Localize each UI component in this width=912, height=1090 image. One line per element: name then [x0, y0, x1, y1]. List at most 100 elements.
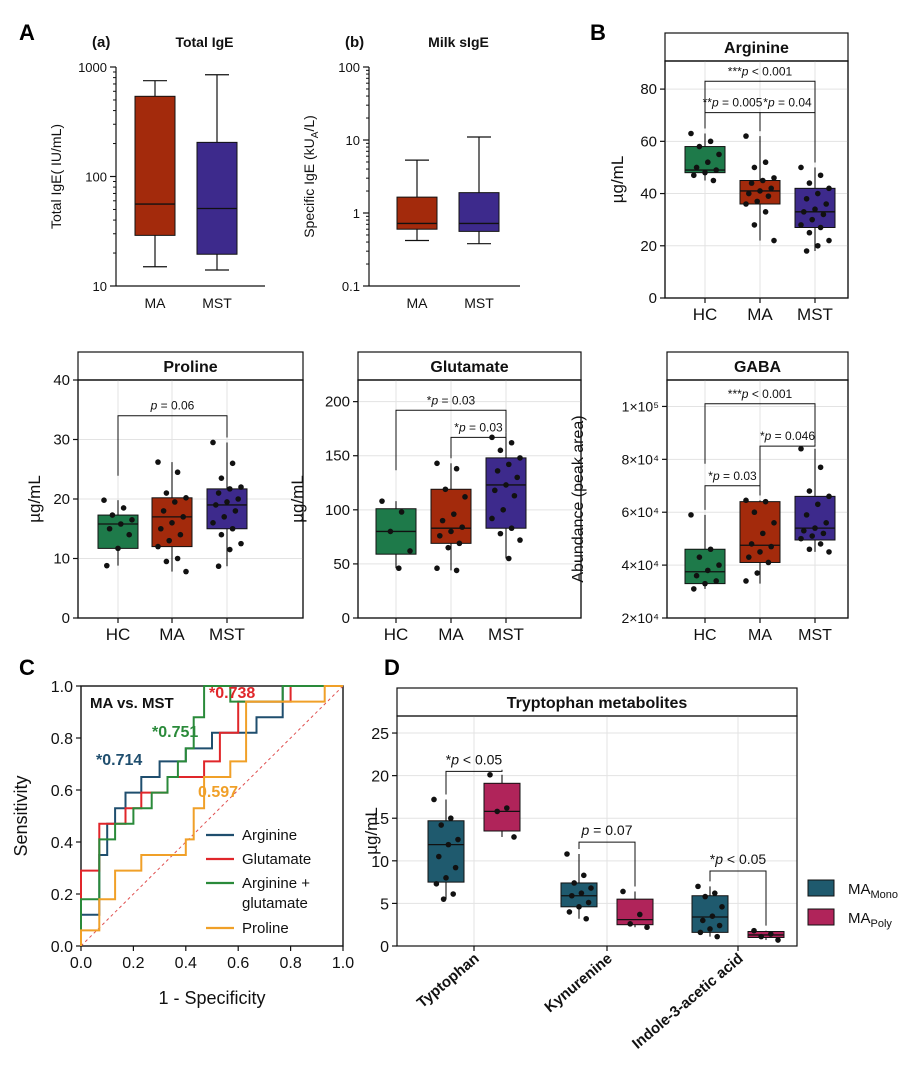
roc-inner-title: MA vs. MST	[90, 695, 174, 712]
data-point	[760, 177, 766, 184]
data-point	[700, 917, 706, 924]
data-point	[817, 172, 824, 179]
data-point	[455, 836, 461, 843]
y-tick-label: 0.4	[51, 835, 73, 852]
data-point	[806, 180, 813, 186]
significance-bracket	[704, 80, 816, 142]
data-point	[823, 520, 829, 526]
data-point	[227, 546, 233, 553]
data-point	[174, 555, 181, 562]
p-value-label: p = 0.07	[581, 822, 633, 838]
x-tick-label: MA	[747, 305, 773, 324]
legend-swatch-poly	[807, 908, 835, 926]
data-point	[801, 527, 807, 534]
data-point	[508, 439, 515, 446]
x-tick-label: MST	[202, 295, 232, 311]
y-axis-label: µg/mL	[25, 475, 44, 523]
data-point	[771, 520, 777, 526]
data-point	[450, 891, 457, 897]
data-point	[743, 201, 749, 207]
x-tick-label: MST	[488, 625, 524, 644]
significance-bracket	[445, 769, 503, 795]
data-point	[798, 535, 804, 542]
p-value-label: *p = 0.03	[708, 469, 757, 483]
p-value-label: *p = 0.03	[427, 393, 476, 407]
x-tick-label: 0.4	[175, 955, 197, 972]
y-tick-label: 10	[93, 279, 107, 294]
data-point	[751, 164, 758, 171]
data-point	[379, 498, 385, 504]
data-point	[183, 568, 189, 575]
x-tick-label: Typtophan	[414, 950, 483, 1012]
data-point	[440, 896, 447, 902]
data-point	[494, 808, 501, 815]
data-point	[439, 517, 446, 524]
data-point	[762, 498, 769, 505]
data-point	[826, 549, 832, 555]
y-tick-label: 1000	[78, 60, 107, 75]
box-hc	[684, 146, 726, 174]
data-point	[771, 237, 777, 244]
y-tick-label: 100	[85, 170, 107, 185]
x-tick-label: MST	[797, 305, 833, 324]
y-tick-label: 2×10⁴	[621, 610, 659, 626]
data-point	[714, 933, 720, 940]
auc-label: *0.714	[96, 752, 142, 769]
data-point	[569, 892, 575, 899]
data-point	[762, 209, 769, 215]
data-point	[695, 883, 701, 890]
data-point	[578, 890, 585, 896]
data-point	[768, 931, 774, 937]
box-ma	[396, 196, 438, 230]
data-point	[702, 893, 708, 900]
data-point	[688, 130, 694, 137]
data-point	[719, 904, 725, 910]
data-point	[588, 885, 594, 891]
y-tick-label: 1.0	[51, 679, 73, 696]
data-point	[815, 242, 821, 249]
x-tick-label: HC	[384, 625, 409, 644]
data-point	[434, 460, 440, 467]
data-point	[232, 508, 239, 514]
y-axis-label: Abundance (peak area)	[570, 415, 587, 582]
data-point	[707, 138, 714, 145]
data-point	[566, 909, 573, 915]
y-tick-label: 200	[325, 394, 350, 411]
data-point	[407, 548, 413, 554]
auc-label: *0.738	[209, 685, 255, 702]
title-strip	[666, 351, 849, 381]
chart-title: Arginine	[724, 40, 789, 57]
data-point	[803, 512, 810, 518]
y-tick-label: 60	[640, 133, 657, 150]
x-tick-label: MST	[798, 627, 832, 644]
data-point	[155, 459, 161, 465]
data-point	[494, 468, 501, 474]
panel-letter-a: A	[19, 20, 35, 45]
data-point	[644, 924, 650, 931]
data-point	[129, 517, 135, 523]
data-point	[511, 834, 517, 840]
data-point	[815, 501, 821, 508]
box-mst	[794, 495, 836, 541]
data-point	[768, 543, 774, 550]
data-point	[716, 922, 723, 929]
p-value-label: p = 0.06	[150, 399, 195, 413]
data-point	[155, 543, 161, 550]
data-point	[210, 520, 216, 526]
significance-bracket	[395, 409, 507, 471]
data-point	[508, 525, 515, 532]
plot-frame-top	[666, 379, 849, 619]
data-point	[765, 559, 772, 566]
data-point	[754, 198, 760, 205]
y-tick-label: 10	[371, 854, 389, 871]
data-point	[497, 447, 504, 454]
box-ma	[134, 95, 176, 236]
y-tick-label: 25	[371, 726, 389, 743]
auc-label: *0.751	[152, 724, 198, 741]
data-point	[224, 499, 230, 505]
p-value-label: **p = 0.005	[703, 96, 763, 110]
data-point	[104, 562, 110, 569]
chart-roc: 0.0 0.2 0.4 0.6 0.8 1.0 0.0 0.2 0.4 0.6 0.8 1.0 MA v…	[11, 679, 354, 1008]
data-point	[229, 460, 236, 467]
data-point	[506, 461, 512, 468]
